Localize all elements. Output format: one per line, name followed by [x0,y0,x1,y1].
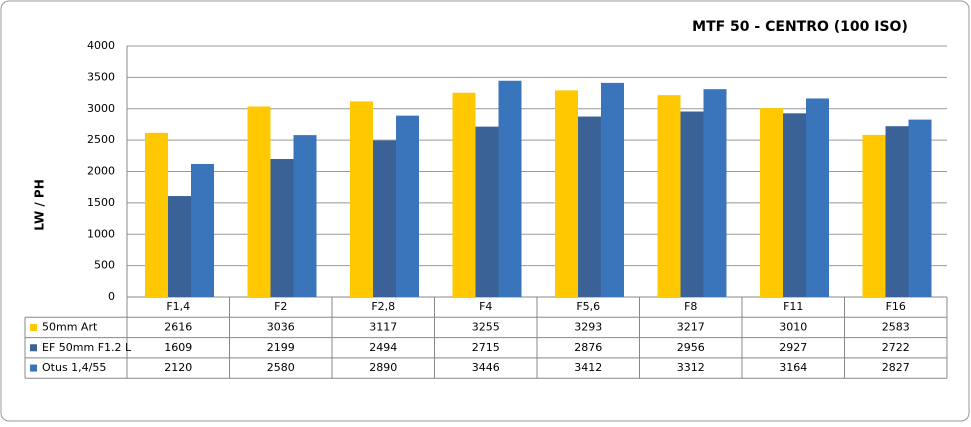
legend-label: Otus 1,4/55 [42,361,106,374]
chart-title: MTF 50 - CENTRO (100 ISO) [692,19,908,35]
bar [247,106,271,297]
table-value: 3164 [779,361,807,374]
x-tick-label: F2 [274,300,287,313]
bar [760,108,783,297]
bar [475,126,499,297]
x-tick-label: F16 [886,300,906,313]
table-value: 2827 [882,361,910,374]
bar [657,95,681,298]
bar [498,80,522,298]
y-tick-label: 500 [94,259,115,272]
table-value: 3010 [779,320,807,333]
table-value: 3255 [472,320,500,333]
x-tick-label: F1,4 [166,300,190,313]
y-tick-label: 4000 [87,39,115,52]
bar [452,92,476,297]
table-value: 2722 [882,341,910,354]
bar [555,90,578,297]
table-value: 3117 [369,320,397,333]
y-tick-label: 1000 [87,227,115,240]
table-value: 2199 [267,341,295,354]
y-tick-label: 0 [108,290,115,303]
bar [578,116,601,297]
bar [806,98,829,297]
legend-key [30,344,37,352]
table-value: 2120 [164,361,192,374]
y-axis-title: LW / PH [33,179,47,231]
legend-key [30,364,37,372]
bar [601,82,624,297]
x-tick-label: F11 [783,300,803,313]
table-value: 2494 [369,341,397,354]
table-value: 3446 [472,361,500,374]
table-value: 2956 [677,341,705,354]
y-tick-label: 2500 [87,133,115,146]
table-value: 3036 [267,320,295,333]
bar [885,126,909,297]
bar [396,115,419,297]
bar [908,119,932,298]
bar [703,89,727,297]
legend-label: 50mm Art [42,320,98,333]
legend-label: EF 50mm F1.2 L [42,341,132,354]
bar [168,196,191,297]
x-tick-label: F8 [684,300,697,313]
table-value: 2580 [267,361,295,374]
x-tick-label: F5,6 [576,300,600,313]
table-value: 2616 [164,320,192,333]
legend-key [30,323,37,331]
bar [680,111,704,297]
table-value: 1609 [164,341,192,354]
bar [373,140,396,297]
table-value: 2583 [882,320,910,333]
bar [862,134,886,297]
table-value: 3217 [677,320,705,333]
table-value: 2715 [472,341,500,354]
x-tick-label: F2,8 [371,300,395,313]
y-tick-label: 2000 [87,165,115,178]
y-tick-label: 3000 [87,102,115,115]
y-tick-label: 1500 [87,196,115,209]
table-value: 3293 [574,320,602,333]
bar [293,135,317,297]
table-value: 2876 [574,341,602,354]
bar [145,132,168,297]
bar [270,159,294,297]
table-value: 3312 [677,361,705,374]
table-value: 2927 [779,341,807,354]
x-tick-label: F4 [479,300,492,313]
bar [783,113,806,297]
table-value: 3412 [574,361,602,374]
table-value: 2890 [369,361,397,374]
y-tick-label: 3500 [87,70,115,83]
bar [350,101,373,297]
bar [191,163,214,297]
